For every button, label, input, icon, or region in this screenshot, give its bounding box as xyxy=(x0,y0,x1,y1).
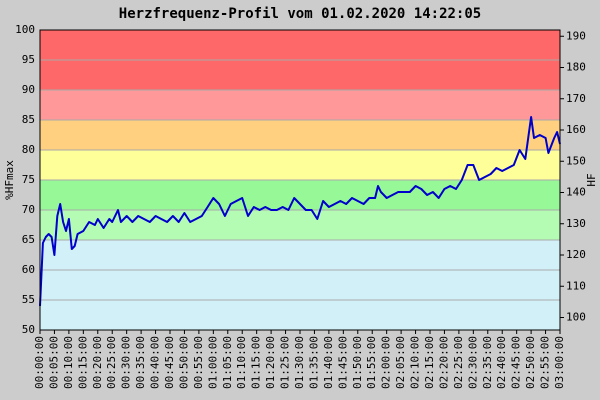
x-tick-label: 02:10:00 xyxy=(409,336,422,389)
x-tick-label: 02:50:00 xyxy=(524,336,537,389)
x-tick-label: 00:30:00 xyxy=(120,336,133,389)
y-axis-label: %HFmax xyxy=(3,160,16,200)
x-tick-label: 01:05:00 xyxy=(221,336,234,389)
x-tick-label: 00:25:00 xyxy=(105,336,118,389)
x-tick-label: 00:35:00 xyxy=(134,336,147,389)
y2-tick-label: 180 xyxy=(566,61,586,74)
zone xyxy=(40,210,560,240)
y-tick-label: 80 xyxy=(22,143,35,156)
x-tick-label: 02:25:00 xyxy=(452,336,465,389)
x-tick-label: 01:10:00 xyxy=(235,336,248,389)
x-tick-label: 00:50:00 xyxy=(177,336,190,389)
y2-tick-label: 130 xyxy=(566,217,586,230)
x-tick-label: 02:40:00 xyxy=(495,336,508,389)
x-tick-label: 00:45:00 xyxy=(163,336,176,389)
y-tick-label: 90 xyxy=(22,83,35,96)
y2-tick-label: 160 xyxy=(566,123,586,136)
x-tick-label: 01:30:00 xyxy=(293,336,306,389)
series-line xyxy=(39,116,561,307)
x-tick-label: 01:40:00 xyxy=(322,336,335,389)
y-tick-label: 75 xyxy=(22,173,35,186)
x-tick-label: 02:45:00 xyxy=(510,336,523,389)
y-tick-label: 55 xyxy=(22,293,35,306)
x-tick-label: 02:05:00 xyxy=(394,336,407,389)
x-tick-label: 01:00:00 xyxy=(206,336,219,389)
x-tick-label: 00:40:00 xyxy=(149,336,162,389)
x-tick-label: 01:45:00 xyxy=(336,336,349,389)
y2-tick-label: 100 xyxy=(566,311,586,324)
zone xyxy=(40,90,560,120)
x-tick-label: 00:10:00 xyxy=(62,336,75,389)
x-tick-label: 01:25:00 xyxy=(279,336,292,389)
x-tick-label: 01:20:00 xyxy=(264,336,277,389)
x-tick-label: 01:15:00 xyxy=(250,336,263,389)
y-tick-label: 85 xyxy=(22,113,35,126)
x-tick-label: 02:55:00 xyxy=(539,336,552,389)
x-tick-label: 01:50:00 xyxy=(351,336,364,389)
x-tick-label: 00:55:00 xyxy=(192,336,205,389)
y2-tick-label: 120 xyxy=(566,248,586,261)
x-tick-label: 02:20:00 xyxy=(437,336,450,389)
y-tick-label: 95 xyxy=(22,53,35,66)
x-tick-label: 02:35:00 xyxy=(481,336,494,389)
x-tick-label: 00:15:00 xyxy=(76,336,89,389)
zone xyxy=(40,180,560,210)
zone xyxy=(40,240,560,330)
y-tick-label: 100 xyxy=(15,23,35,36)
zone xyxy=(40,120,560,150)
y2-tick-label: 150 xyxy=(566,154,586,167)
y-tick-label: 60 xyxy=(22,263,35,276)
plot-frame xyxy=(39,29,561,331)
x-tick-label: 01:55:00 xyxy=(365,336,378,389)
x-tick-label: 00:20:00 xyxy=(91,336,104,389)
zone xyxy=(40,150,560,180)
x-tick-label: 03:00:00 xyxy=(553,336,566,389)
y2-tick-label: 170 xyxy=(566,92,586,105)
chart-title: Herzfrequenz-Profil vom 01.02.2020 14:22… xyxy=(119,6,481,22)
y-tick-label: 70 xyxy=(22,203,35,216)
x-tick-label: 00:05:00 xyxy=(47,336,60,389)
x-tick-label: 02:15:00 xyxy=(423,336,436,389)
x-tick-label: 02:30:00 xyxy=(466,336,479,389)
y2-axis-label: HF xyxy=(585,173,598,186)
y-tick-label: 50 xyxy=(22,323,35,336)
y-tick-label: 65 xyxy=(22,233,35,246)
x-tick-label: 02:00:00 xyxy=(380,336,393,389)
y2-tick-label: 140 xyxy=(566,186,586,199)
x-tick-label: 00:00:00 xyxy=(33,336,46,389)
y2-tick-label: 190 xyxy=(566,29,586,42)
y2-tick-label: 110 xyxy=(566,279,586,292)
x-tick-label: 01:35:00 xyxy=(307,336,320,389)
